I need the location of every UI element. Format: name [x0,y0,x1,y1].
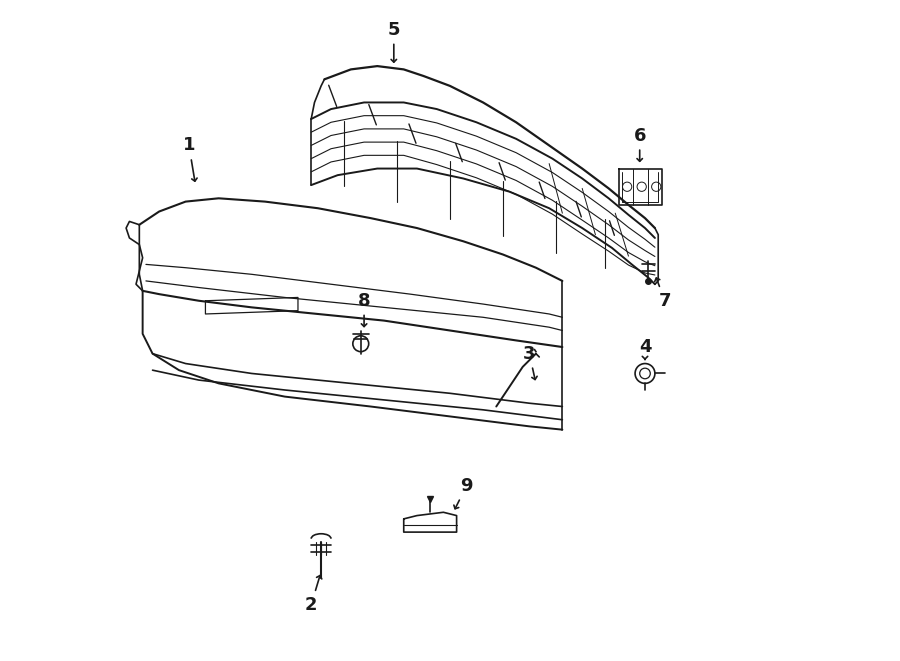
Text: 9: 9 [454,477,473,509]
Text: 5: 5 [388,20,400,62]
Text: 7: 7 [654,278,671,310]
Text: 3: 3 [523,344,537,379]
Text: 4: 4 [639,338,652,359]
Text: 8: 8 [358,292,371,327]
Text: 1: 1 [183,136,197,181]
Text: 2: 2 [305,576,322,614]
Text: 6: 6 [634,126,646,161]
